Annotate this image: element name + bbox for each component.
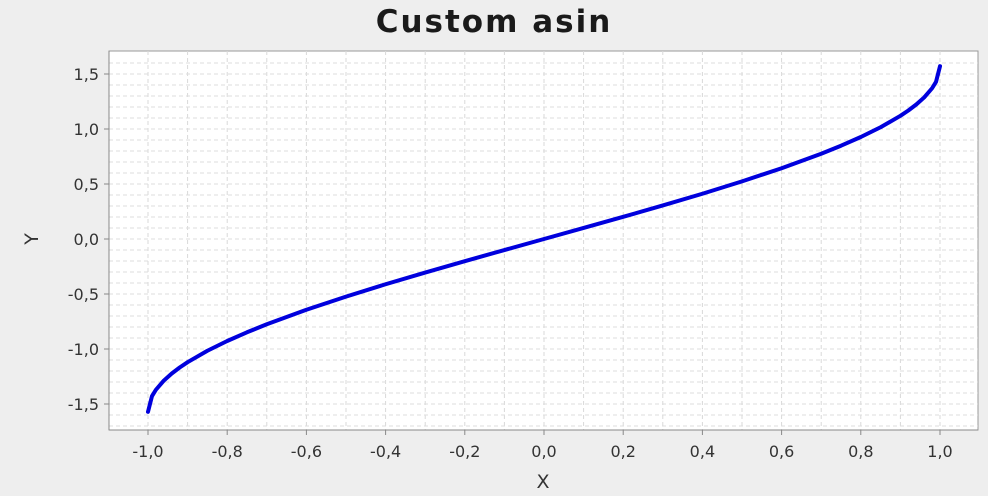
x-tick-label: -0,6 [291, 442, 322, 461]
y-tick-label: 1,5 [74, 65, 99, 84]
x-tick-label: 0,0 [531, 442, 556, 461]
y-tick-label: -1,5 [68, 395, 99, 414]
x-tick-label: 0,2 [610, 442, 635, 461]
y-axis-label: Y [21, 233, 43, 246]
x-tick-label: -1,0 [132, 442, 163, 461]
x-tick-label: -0,2 [449, 442, 480, 461]
axes [104, 51, 978, 435]
grid [109, 51, 978, 430]
x-axis-label: X [536, 471, 549, 493]
y-tick-label: 0,0 [74, 230, 99, 249]
x-tick-label: 0,6 [769, 442, 794, 461]
chart-title: Custom asin [375, 4, 613, 40]
y-tick-label: 0,5 [74, 175, 99, 194]
y-tick-label: 1,0 [74, 120, 99, 139]
x-tick-label: 1,0 [927, 442, 952, 461]
x-tick-label: 0,4 [690, 442, 715, 461]
series-line [146, 64, 942, 414]
x-tick-label: -0,8 [212, 442, 243, 461]
y-tick-label: -1,0 [68, 340, 99, 359]
x-tick-label: -0,4 [370, 442, 401, 461]
y-tick-label: -0,5 [68, 285, 99, 304]
x-tick-label: 0,8 [848, 442, 873, 461]
